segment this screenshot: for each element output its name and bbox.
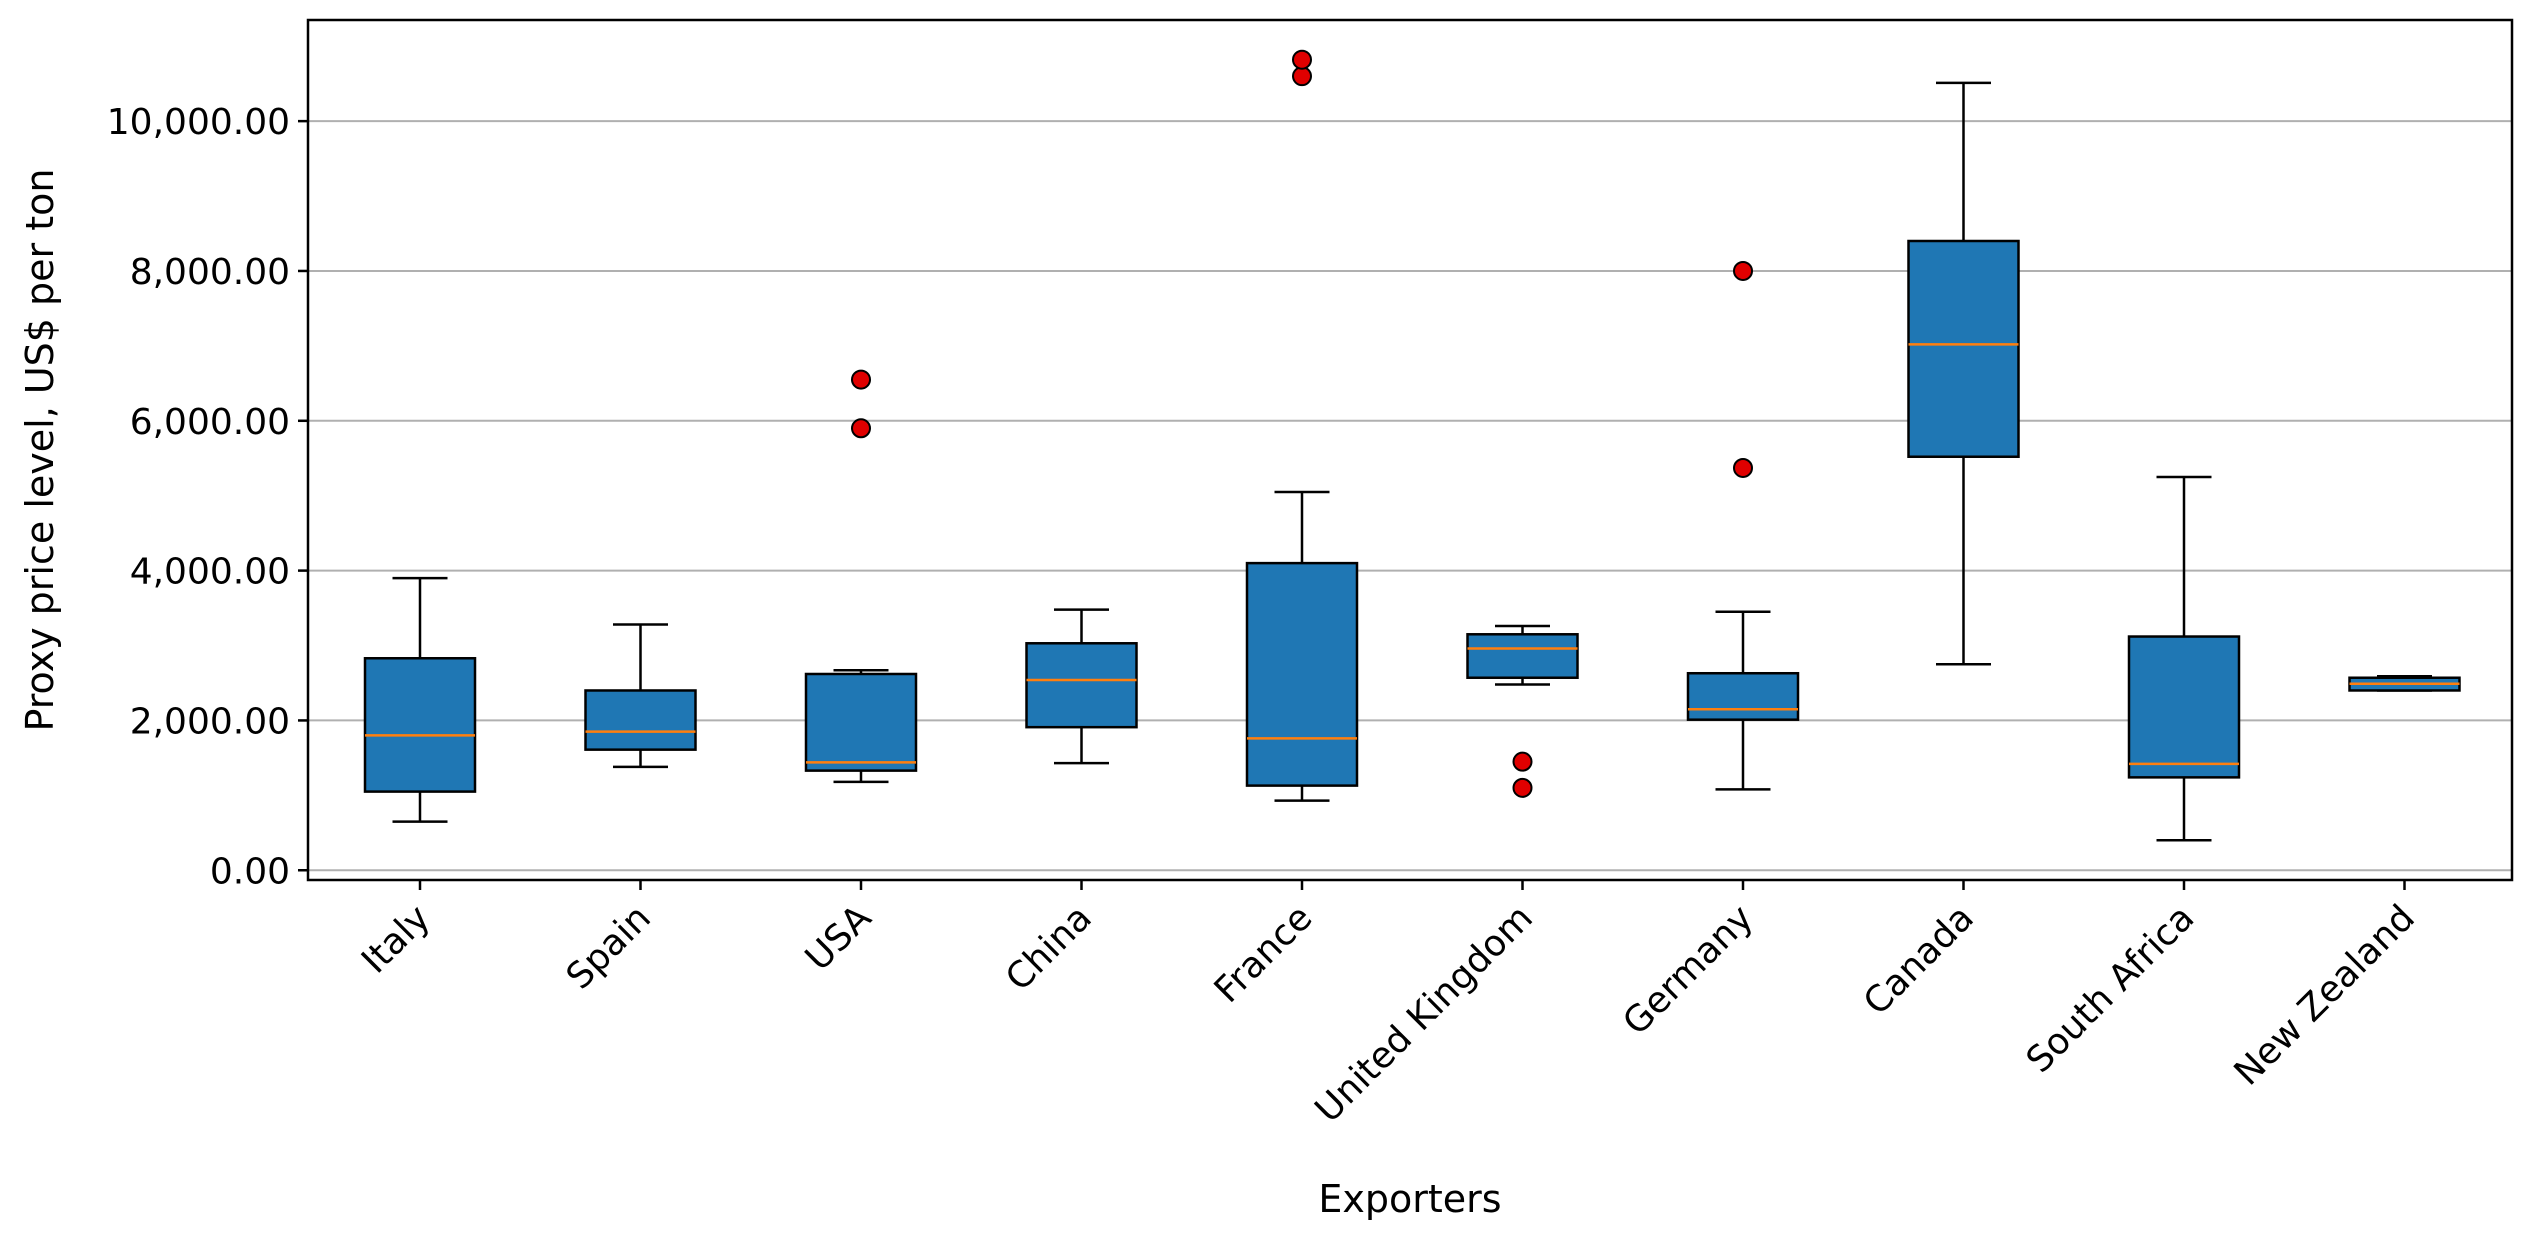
plot-frame: [306, 18, 2514, 882]
box-group-spain: [584, 623, 697, 769]
box-group-france: [1245, 49, 1359, 802]
iqr-box: [804, 672, 918, 772]
y-tick-label: 8,000.00: [130, 252, 290, 293]
box-group-canada: [1907, 81, 2020, 666]
iqr-box: [363, 657, 477, 793]
iqr-box: [1466, 633, 1579, 679]
y-tick-label: 10,000.00: [107, 102, 290, 143]
box-group-south-africa: [2127, 475, 2241, 842]
x-tick-label: Germany: [1615, 897, 1761, 1043]
iqr-box: [584, 689, 697, 751]
x-tick-label: China: [998, 897, 1100, 999]
outlier-point: [1733, 260, 1753, 281]
box-group-new-zealand: [2348, 674, 2461, 692]
x-tick-label: Italy: [354, 897, 438, 981]
y-tick-label: 0.00: [210, 851, 290, 892]
y-axis-label: Proxy price level, US$ per ton: [18, 169, 62, 732]
x-tick-label: France: [1207, 897, 1321, 1011]
x-tick-label: Canada: [1856, 897, 1982, 1023]
box-group-usa: [804, 369, 918, 784]
outlier-point: [851, 369, 871, 390]
box-group-united-kingdom: [1466, 624, 1579, 798]
outlier-point: [1733, 457, 1753, 478]
box-group-germany: [1686, 260, 1800, 791]
outlier-point: [1512, 751, 1533, 772]
x-tick-label: New Zealand: [2227, 897, 2423, 1093]
y-axis-ticks: 0.00 2,000.00 4,000.00 6,000.00 8,000.00 10,0…: [107, 102, 308, 892]
outlier-point: [1512, 777, 1533, 798]
x-tick-label: Spain: [559, 897, 659, 997]
x-tick-label: South Africa: [2019, 897, 2203, 1081]
y-tick-label: 4,000.00: [130, 552, 290, 593]
x-axis-label: Exporters: [1318, 1177, 1501, 1221]
y-tick-label: 2,000.00: [130, 701, 290, 742]
box-group-china: [1025, 608, 1138, 765]
box-group-italy: [363, 576, 477, 823]
iqr-box: [2127, 635, 2241, 779]
outlier-point: [1292, 49, 1312, 70]
outlier-point: [851, 418, 871, 439]
iqr-box: [1025, 642, 1138, 729]
x-tick-label: United Kingdom: [1308, 897, 1541, 1130]
outlier-point: [1292, 66, 1312, 87]
x-tick-label: USA: [798, 897, 880, 979]
y-tick-label: 6,000.00: [130, 402, 290, 443]
iqr-box: [1245, 561, 1359, 787]
iqr-box: [1907, 239, 2020, 458]
box-series: [363, 49, 2461, 842]
iqr-box: [1686, 671, 1800, 721]
